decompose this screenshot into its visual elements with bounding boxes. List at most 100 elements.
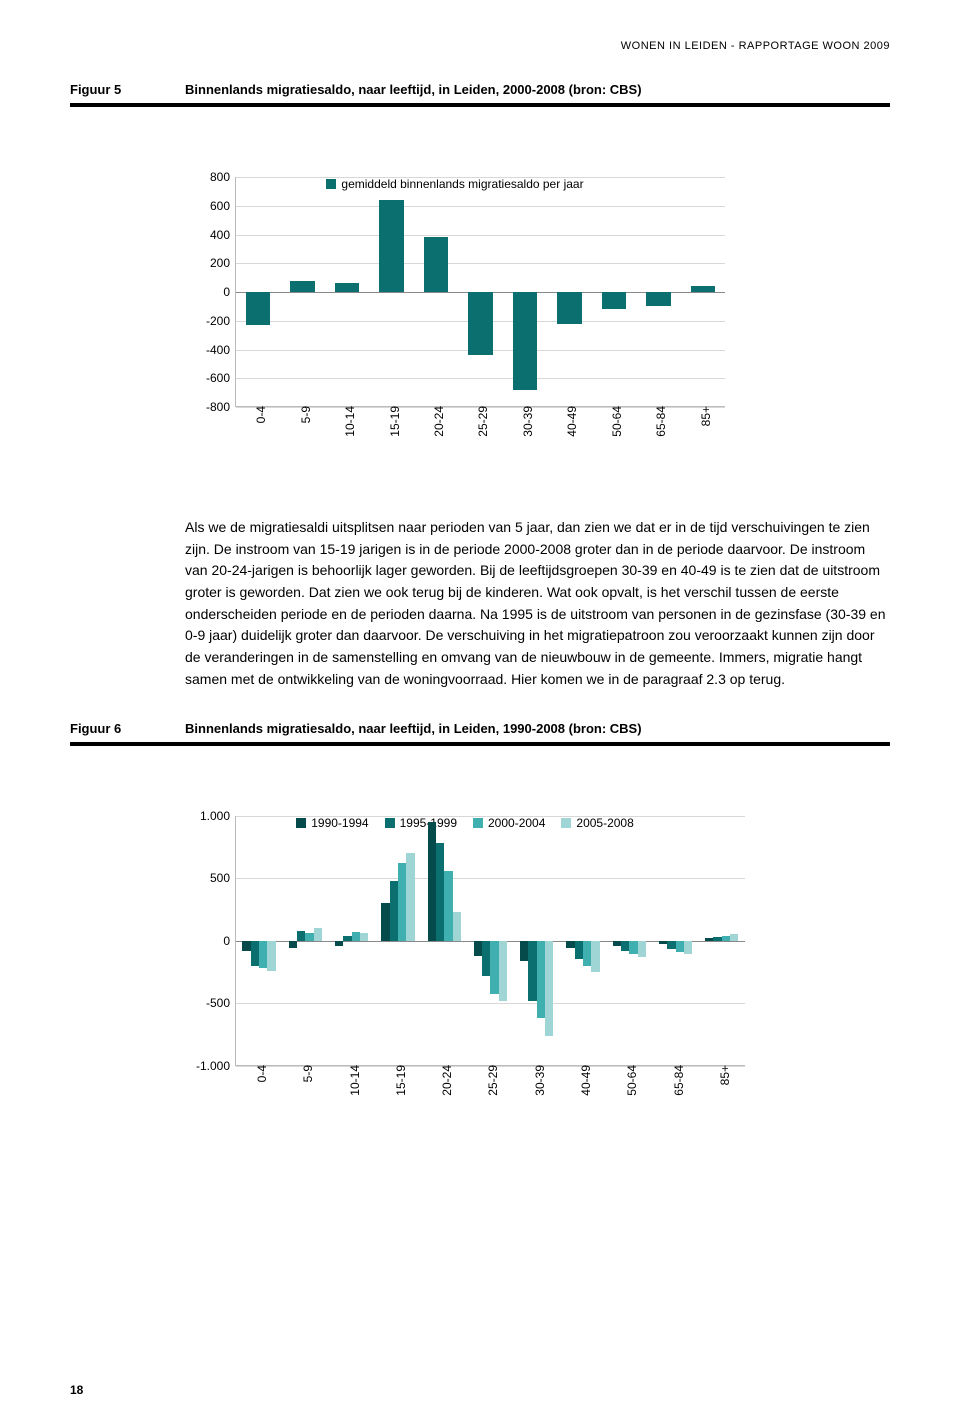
bar-slot: 50-64 <box>592 177 636 406</box>
bar-group <box>652 816 698 1065</box>
bar <box>499 941 507 1001</box>
bar <box>305 933 313 941</box>
bar-group <box>280 177 324 406</box>
bar <box>251 941 259 966</box>
x-tick-label: 10-14 <box>337 406 357 437</box>
bar <box>684 941 692 955</box>
bar-slot: 0-4 <box>236 177 280 406</box>
bars-container: 0-45-910-1415-1920-2425-2930-3940-4950-6… <box>236 177 725 406</box>
bar-slot: 65-84 <box>636 177 680 406</box>
bar-group <box>282 816 328 1065</box>
running-header: WONEN IN LEIDEN - RAPPORTAGE WOON 2009 <box>70 40 890 52</box>
bar-slot: 65-84 <box>652 816 698 1065</box>
bar-group <box>375 816 421 1065</box>
bar <box>335 941 343 946</box>
plot-area: 1.0005000-500-1.0000-45-910-1415-1920-24… <box>235 816 745 1066</box>
bar-group <box>236 177 280 406</box>
bar <box>575 941 583 960</box>
x-tick-label: 5-9 <box>295 1065 315 1082</box>
bar <box>360 933 368 941</box>
bar <box>474 941 482 956</box>
y-tick-label: -800 <box>206 400 236 414</box>
bar <box>659 941 667 945</box>
bar <box>621 941 629 951</box>
bar-slot: 0-4 <box>236 816 282 1065</box>
x-tick-label: 20-24 <box>434 1065 454 1096</box>
bar-slot: 20-24 <box>414 177 458 406</box>
x-tick-label: 50-64 <box>604 406 624 437</box>
y-tick-label: -400 <box>206 343 236 357</box>
figure5-chart: 8006004002000-200-400-600-8000-45-910-14… <box>185 177 890 497</box>
figure6-title: Binnenlands migratiesaldo, naar leeftijd… <box>185 721 642 736</box>
bar <box>343 936 351 941</box>
bar-slot: 85+ <box>681 177 725 406</box>
y-tick-label: -200 <box>206 314 236 328</box>
y-tick-label: 0 <box>223 934 236 948</box>
bar-slot: 5-9 <box>280 177 324 406</box>
bar-group <box>458 177 502 406</box>
bar <box>537 941 545 1019</box>
bar <box>691 286 715 292</box>
x-tick-label: 15-19 <box>388 1065 408 1096</box>
bar <box>398 863 406 941</box>
page-number: 18 <box>70 1383 83 1397</box>
bar <box>528 941 536 1001</box>
bar <box>482 941 490 976</box>
x-tick-label: 40-49 <box>573 1065 593 1096</box>
x-tick-label: 10-14 <box>342 1065 362 1096</box>
bar <box>722 936 730 941</box>
x-tick-label: 5-9 <box>293 406 313 423</box>
y-tick-label: 1.000 <box>200 809 236 823</box>
bar-group <box>606 816 652 1065</box>
bar-slot: 25-29 <box>458 177 502 406</box>
bar <box>705 938 713 941</box>
bar <box>490 941 498 995</box>
plot-area: 8006004002000-200-400-600-8000-45-910-14… <box>235 177 725 407</box>
bar-slot: 40-49 <box>560 816 606 1065</box>
figure5-rule <box>70 103 890 107</box>
x-tick-label: 25-29 <box>470 406 490 437</box>
bar-group <box>547 177 591 406</box>
bar <box>335 283 359 292</box>
bar <box>267 941 275 971</box>
bar <box>444 871 452 941</box>
bar <box>545 941 553 1036</box>
bar <box>352 932 360 941</box>
bar-slot: 30-39 <box>503 177 547 406</box>
bar-slot: 85+ <box>699 816 745 1065</box>
x-tick-label: 85+ <box>712 1065 732 1085</box>
x-tick-label: 25-29 <box>480 1065 500 1096</box>
bar <box>381 903 389 941</box>
x-tick-label: 30-39 <box>527 1065 547 1096</box>
bar <box>242 941 250 951</box>
y-tick-label: 400 <box>210 228 236 242</box>
bar-slot: 25-29 <box>467 816 513 1065</box>
bar <box>428 822 436 941</box>
bar-group <box>636 177 680 406</box>
bar <box>646 292 670 306</box>
bar-slot: 50-64 <box>606 816 652 1065</box>
bar <box>613 941 621 946</box>
figure5-label: Figuur 5 <box>70 82 185 97</box>
bar <box>566 941 574 949</box>
bar <box>676 941 684 952</box>
bar <box>406 853 414 941</box>
bar-slot: 10-14 <box>325 177 369 406</box>
y-tick-label: -1.000 <box>196 1059 236 1073</box>
bar-group <box>467 816 513 1065</box>
bar <box>602 292 626 309</box>
y-tick-label: 200 <box>210 256 236 270</box>
bar-group <box>681 177 725 406</box>
x-tick-label: 15-19 <box>382 406 402 437</box>
bar <box>468 292 492 355</box>
x-tick-label: 0-4 <box>249 1065 269 1082</box>
bar <box>436 843 444 941</box>
x-tick-label: 50-64 <box>619 1065 639 1096</box>
x-tick-label: 30-39 <box>515 406 535 437</box>
bar-group <box>592 177 636 406</box>
figure6-label: Figuur 6 <box>70 721 185 736</box>
bar-group <box>503 177 547 406</box>
bar-group <box>414 177 458 406</box>
figure5-title: Binnenlands migratiesaldo, naar leeftijd… <box>185 82 642 97</box>
y-tick-label: 800 <box>210 170 236 184</box>
